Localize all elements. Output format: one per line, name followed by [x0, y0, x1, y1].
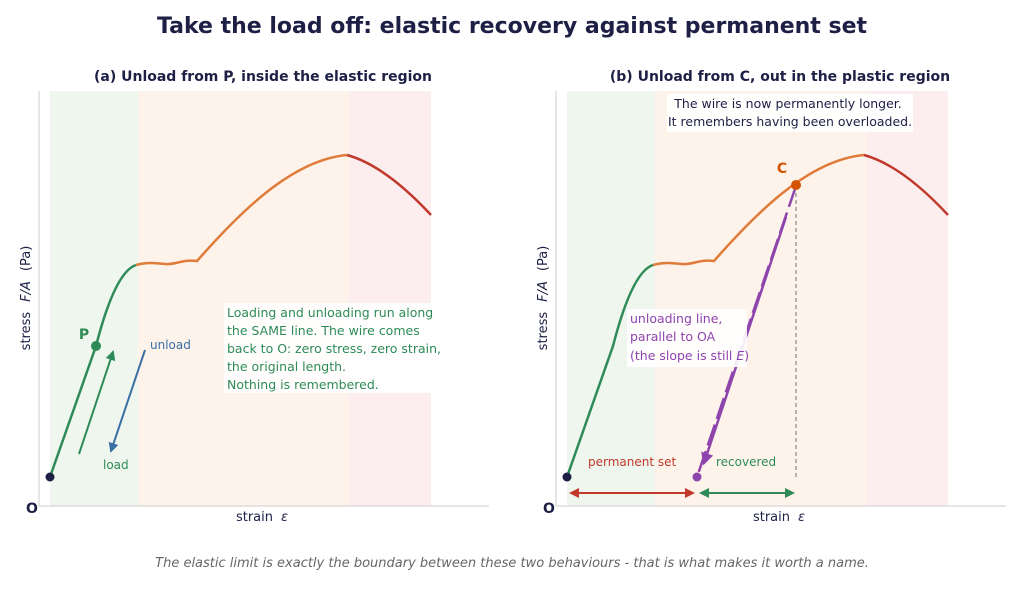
note-a: Loading and unloading run along the SAME… [227, 305, 445, 392]
figure-caption: The elastic limit is exactly the boundar… [155, 556, 869, 571]
zone-necking [866, 91, 948, 506]
curve-necking [346, 153, 432, 216]
point-c-label: C [777, 161, 787, 177]
figure-title: Take the load off: elastic recovery agai… [156, 14, 868, 39]
note-a-background [224, 303, 452, 393]
permanent-set-point [692, 472, 702, 482]
point-c [791, 180, 801, 190]
top-note: The wire is now permanently longer. It r… [668, 96, 912, 129]
top-note-background [667, 94, 913, 132]
load-label: load [103, 458, 129, 472]
curve-plastic [135, 153, 348, 267]
unloading-note: unloading line, parallel to OA (the slop… [630, 311, 749, 363]
unload-label: unload [150, 338, 191, 352]
recovered-label: recovered [716, 455, 776, 469]
zone-elastic [50, 91, 138, 506]
curve-plastic [652, 153, 865, 267]
panel-a: (a) Unload from P, inside the elastic re… [19, 69, 489, 525]
origin-point [45, 472, 55, 482]
zone-necking [349, 91, 431, 506]
zone-plastic [138, 91, 349, 506]
panel-b-title: (b) Unload from C, out in the plastic re… [610, 69, 950, 85]
y-axis-label: stressF/A(Pa) [19, 246, 34, 351]
panel-a-title: (a) Unload from P, inside the elastic re… [94, 69, 432, 85]
zone-elastic [567, 91, 655, 506]
point-p-label: P [79, 327, 89, 343]
point-p [91, 341, 101, 351]
origin-label: O [543, 501, 555, 517]
curve-necking [863, 153, 949, 216]
unload-arrow [108, 349, 146, 453]
unloading-note-background [627, 309, 747, 367]
x-axis-label: strain ε [236, 510, 288, 525]
origin-label: O [26, 501, 38, 517]
x-axis-label: strain ε [753, 510, 805, 525]
panel-b: (b) Unload from C, out in the plastic re… [536, 69, 1006, 525]
curve-elastic [565, 263, 654, 478]
origin-point [562, 472, 572, 482]
zone-plastic [655, 91, 866, 506]
y-axis-label: stressF/A(Pa) [536, 246, 551, 351]
load-arrow [78, 350, 116, 455]
permanent-set-label: permanent set [588, 455, 677, 469]
